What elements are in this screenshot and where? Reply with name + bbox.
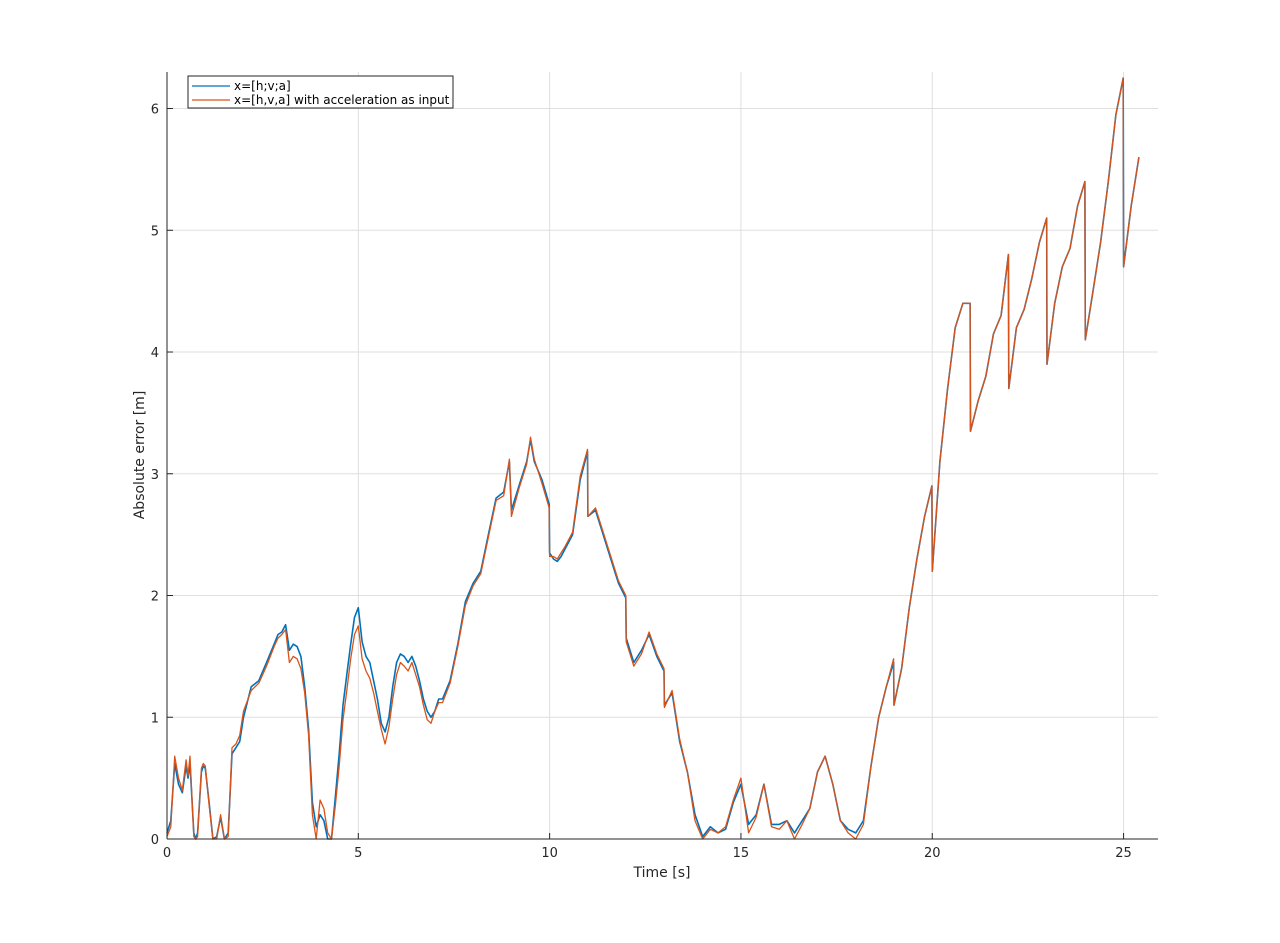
y-tick-label: 0 (151, 833, 159, 848)
y-tick-label: 5 (151, 224, 159, 239)
y-tick-label: 6 (151, 103, 159, 118)
legend-box (187, 75, 454, 109)
ticks: 0 5 10 15 20 25 0 1 2 3 4 5 6 (151, 103, 1132, 861)
x-tick-label: 10 (541, 846, 558, 861)
plot-area (167, 72, 1158, 839)
y-tick-label: 3 (151, 468, 159, 483)
x-tick-label: 20 (924, 846, 941, 861)
y-axis-label: Absolute error [m] (132, 391, 148, 520)
grid (167, 72, 1158, 839)
y-tick-label: 1 (151, 711, 159, 726)
legend-label-series-2: x=[h,v,a] with acceleration as input (234, 93, 450, 107)
axes (166, 72, 1158, 840)
y-tick-label: 4 (151, 346, 159, 361)
y-tick-label: 2 (151, 590, 159, 605)
x-axis-label: Time [s] (633, 865, 691, 881)
x-tick-label: 25 (1115, 846, 1132, 861)
legend-label-series-1: x=[h;v;a] (234, 79, 291, 93)
series-group (166, 77, 1140, 840)
legend: x=[h;v;a] x=[h,v,a] with acceleration as… (187, 75, 454, 109)
x-tick-label: 15 (733, 846, 750, 861)
x-tick-label: 0 (163, 846, 171, 861)
x-tick-label: 5 (354, 846, 362, 861)
series-line-2 (166, 77, 1140, 840)
